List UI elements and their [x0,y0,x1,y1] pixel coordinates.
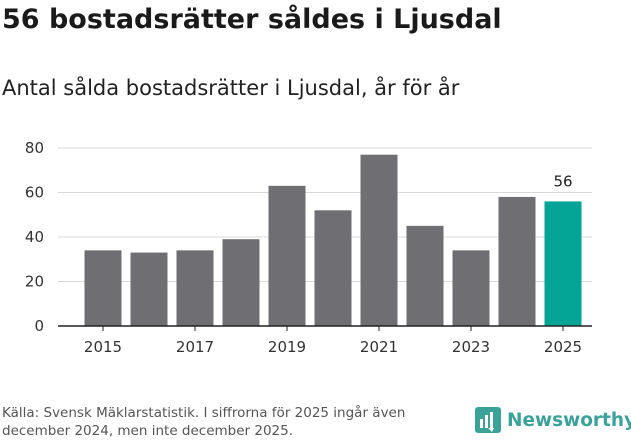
bar-chart: 0 20 40 60 80 2015 2017 2019 2021 2023 2025 56 [25,139,592,356]
x-tick-label: 2021 [360,338,398,356]
source-note: Källa: Svensk Mäklarstatistik. I siffror… [2,405,406,439]
bar-2020 [314,210,352,326]
x-tick-label: 2023 [452,338,490,356]
y-tick-label: 0 [34,317,44,335]
brand-name: Newsworthy [507,409,631,431]
x-tick-label: 2017 [176,338,214,356]
data-label-highlight: 56 [553,172,572,190]
chart-title: 56 bostadsrätter såldes i Ljusdal [2,4,502,35]
bar-2019 [268,185,306,326]
brand-logo: Newsworthy [475,407,631,433]
chart-subtitle: Antal sålda bostadsrätter i Ljusdal, år … [2,76,460,100]
y-tick-label: 60 [25,184,44,202]
y-tick-label: 20 [25,273,44,291]
newsworthy-logo-icon [475,407,501,433]
bar-2016 [130,252,168,326]
x-tick-label: 2019 [268,338,306,356]
y-tick-label: 80 [25,139,44,157]
bar-2025 [544,201,582,326]
x-tick-label: 2015 [84,338,122,356]
bar-2017 [176,250,214,326]
bar-2015 [84,250,122,326]
x-tick-label: 2025 [544,338,582,356]
bar-2018 [222,239,260,326]
bar-2024 [498,196,536,326]
y-tick-label: 40 [25,228,44,246]
bar-2022 [406,225,444,326]
bar-2021 [360,154,398,326]
bar-2023 [452,250,490,326]
